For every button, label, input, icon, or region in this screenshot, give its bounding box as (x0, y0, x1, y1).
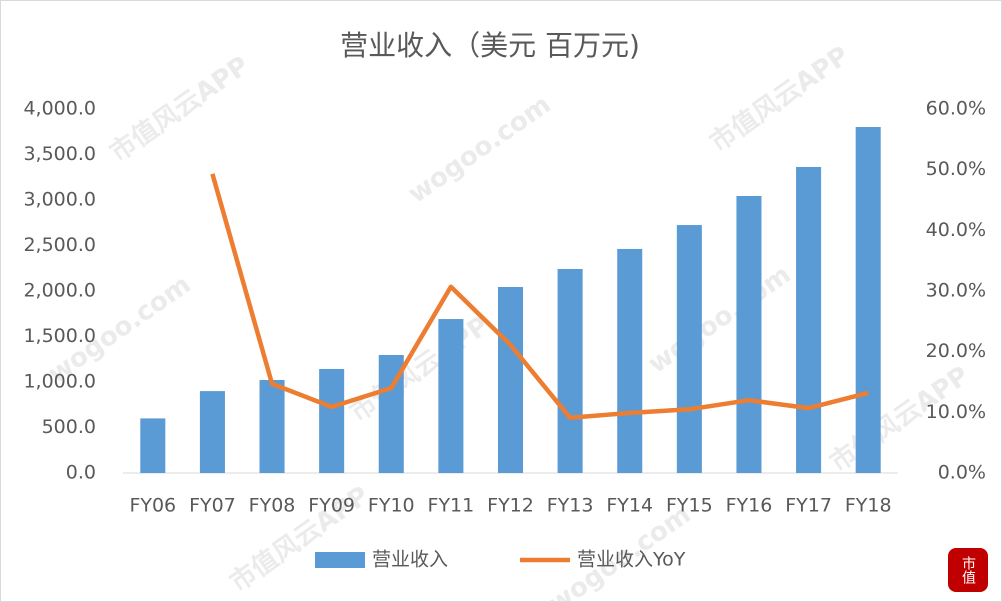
x-tick-label: FY16 (726, 495, 773, 517)
y2-tick-label: 10.0% (926, 401, 986, 423)
bar (140, 418, 166, 473)
y-tick-label: 2,000.0 (23, 280, 96, 302)
bar (438, 319, 464, 473)
x-tick-label: FY06 (129, 495, 176, 517)
bar (557, 268, 583, 473)
bar (319, 368, 345, 473)
logo: 市值 (960, 555, 976, 584)
x-tick-label: FY07 (189, 495, 236, 517)
x-tick-label: FY08 (249, 495, 296, 517)
bar (796, 166, 822, 474)
y-tick-label: 3,500.0 (23, 143, 96, 165)
x-tick-label: FY14 (606, 495, 653, 517)
y-tick-label: 0.0 (66, 462, 96, 484)
x-tick-label: FY18 (845, 495, 892, 517)
y-tick-label: 500.0 (42, 416, 96, 438)
x-tick-label: FY17 (785, 495, 832, 517)
y2-tick-label: 0.0% (938, 462, 986, 484)
line (210, 173, 869, 421)
legend-label: 营业收入YoY (577, 549, 686, 571)
x-tick-label: FY13 (547, 495, 594, 517)
y2-tick-label: 50.0% (926, 158, 986, 180)
y2-tick-label: 20.0% (926, 340, 986, 362)
y-tick-label: 2,500.0 (23, 234, 96, 256)
bar (617, 248, 643, 473)
legend-swatch (315, 552, 365, 568)
x-tick-label: FY09 (308, 495, 355, 517)
x-tick-label: FY15 (666, 495, 713, 517)
y-tick-label: 4,000.0 (23, 98, 96, 120)
legend-label: 营业收入 (372, 549, 448, 571)
y-tick-label: 1,000.0 (23, 371, 96, 393)
y2-tick-label: 30.0% (926, 280, 986, 302)
chart-title: 营业收入（美元 百万元) (340, 29, 640, 62)
y-tick-label: 1,500.0 (23, 325, 96, 347)
x-tick-label: FY12 (487, 495, 534, 517)
x-tick-label: FY10 (368, 495, 415, 517)
y2-tick-label: 60.0% (926, 98, 986, 120)
bar (855, 127, 881, 473)
x-tick-label: FY11 (428, 495, 475, 517)
bar (497, 286, 524, 473)
logo-badge (948, 548, 988, 592)
bar (676, 225, 702, 473)
y2-tick-label: 40.0% (926, 219, 986, 241)
bar (259, 379, 285, 473)
bar (736, 195, 762, 473)
y-tick-label: 3,000.0 (23, 189, 96, 211)
bar (199, 391, 225, 473)
